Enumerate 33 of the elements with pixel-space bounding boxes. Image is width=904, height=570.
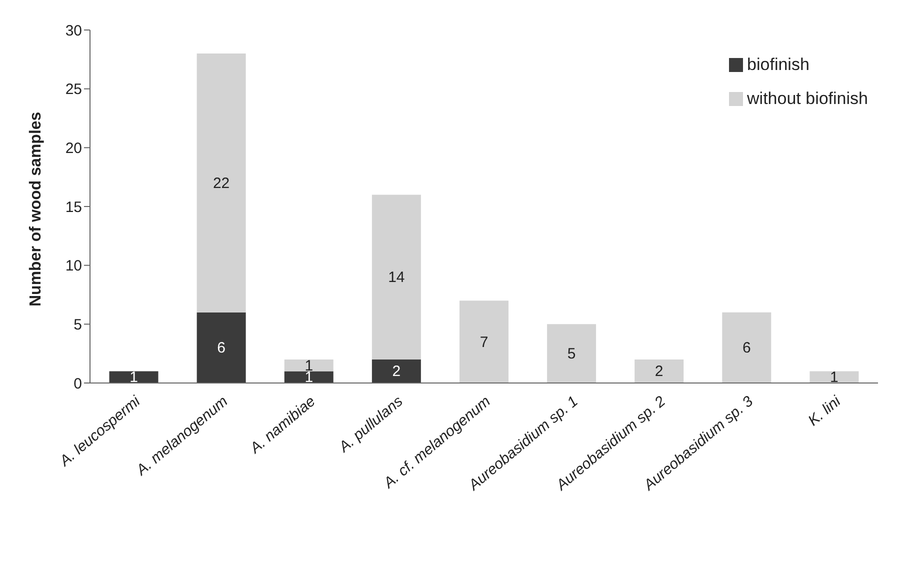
data-label: 1 — [130, 369, 138, 386]
x-tick-label: K. lini — [804, 392, 845, 430]
bar — [109, 371, 158, 383]
bar — [372, 194, 421, 360]
data-label: 5 — [567, 346, 576, 363]
bar — [634, 359, 684, 383]
data-label: 7 — [480, 334, 488, 351]
bar — [372, 359, 421, 383]
y-tick-label: 15 — [65, 198, 82, 216]
data-label: 22 — [212, 174, 230, 192]
data-label: 6 — [217, 340, 226, 357]
bar — [722, 312, 772, 383]
bar — [284, 371, 334, 383]
bar — [810, 371, 859, 383]
data-label: 2 — [654, 363, 664, 380]
y-tick-label: 20 — [65, 140, 82, 157]
bar — [196, 312, 246, 383]
y-tick-label: 5 — [74, 316, 82, 334]
bar — [547, 324, 596, 383]
y-tick-label: 0 — [74, 375, 82, 392]
data-label: 6 — [742, 340, 751, 357]
legend-label: without biofinish — [747, 89, 868, 109]
bar — [196, 54, 246, 312]
data-label: 14 — [388, 269, 405, 286]
data-label: 2 — [392, 363, 401, 380]
bar — [459, 300, 508, 383]
data-label: 1 — [830, 369, 838, 386]
y-tick-label: 25 — [65, 81, 82, 98]
y-tick-label: 10 — [65, 258, 82, 275]
y-tick-label: 30 — [65, 22, 82, 40]
y-axis-title: Number of wood samples — [28, 112, 45, 306]
bar — [284, 359, 334, 372]
legend-label: biofinish — [747, 55, 810, 75]
